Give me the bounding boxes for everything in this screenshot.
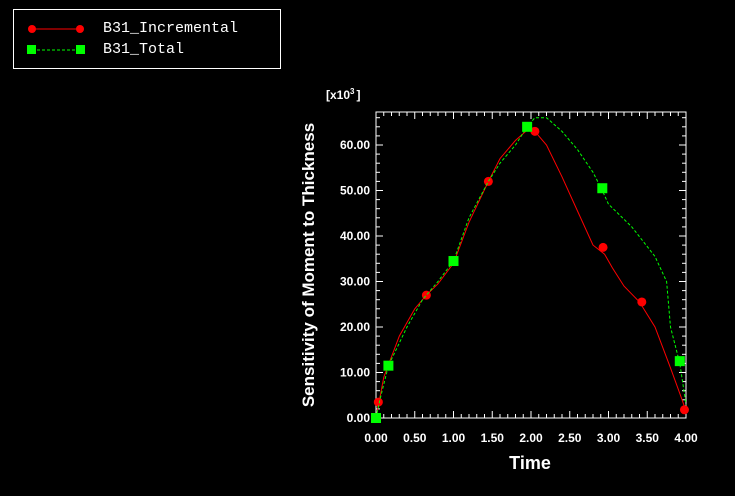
legend-item-incremental: B31_Incremental: [14, 19, 280, 39]
data-point-incremental: [637, 297, 647, 307]
y-tick-label: 60.00: [340, 138, 370, 152]
y-tick-label: 0.00: [347, 411, 371, 425]
data-point-incremental: [483, 176, 493, 186]
legend-label-total: B31_Total: [103, 41, 185, 58]
x-tick-label: 3.50: [636, 431, 660, 445]
y-tick-label: 20.00: [340, 320, 370, 334]
x-tick-label: 3.00: [597, 431, 621, 445]
x-tick-label: 2.00: [519, 431, 543, 445]
y-tick-label: 40.00: [340, 229, 370, 243]
data-point-total: [448, 256, 459, 267]
x-axis-label: Time: [509, 453, 551, 473]
chart-legend: B31_Incremental B31_Total: [13, 9, 281, 69]
data-point-total: [522, 121, 533, 132]
legend-swatch-incremental: [28, 25, 84, 33]
x-tick-label: 1.50: [481, 431, 505, 445]
y-multiplier: [x103]: [326, 87, 360, 102]
data-point-incremental: [679, 405, 689, 415]
plot-frame: [375, 111, 687, 419]
x-tick-label: 0.00: [364, 431, 388, 445]
x-tick-label: 0.50: [403, 431, 427, 445]
series-line-incremental: [375, 126, 687, 419]
y-tick-label: 10.00: [340, 366, 370, 380]
series-group: [371, 117, 689, 423]
y-tick-label: 30.00: [340, 275, 370, 289]
legend-item-total: B31_Total: [14, 40, 280, 60]
data-point-incremental: [421, 290, 431, 300]
data-point-incremental: [530, 126, 540, 136]
legend-swatch-total: [27, 45, 85, 54]
y-tick-label: 50.00: [340, 184, 370, 198]
axes-group: 0.00 0.50 1.00 1.50 2.00 2.50 3.00 3.50 4.00 0.00…: [340, 111, 698, 445]
series-line-total: [375, 117, 687, 419]
data-point-incremental: [598, 242, 608, 252]
x-tick-label: 4.00: [674, 431, 698, 445]
data-point-incremental: [373, 397, 383, 407]
x-tick-label: 1.00: [442, 431, 466, 445]
data-point-total: [371, 413, 381, 423]
data-point-total: [597, 183, 608, 194]
y-axis-label: Sensitivity of Moment to Thickness: [299, 123, 318, 407]
x-tick-label: 2.50: [558, 431, 582, 445]
data-point-total: [674, 356, 685, 367]
legend-label-incremental: B31_Incremental: [103, 20, 239, 37]
data-point-total: [383, 360, 394, 371]
